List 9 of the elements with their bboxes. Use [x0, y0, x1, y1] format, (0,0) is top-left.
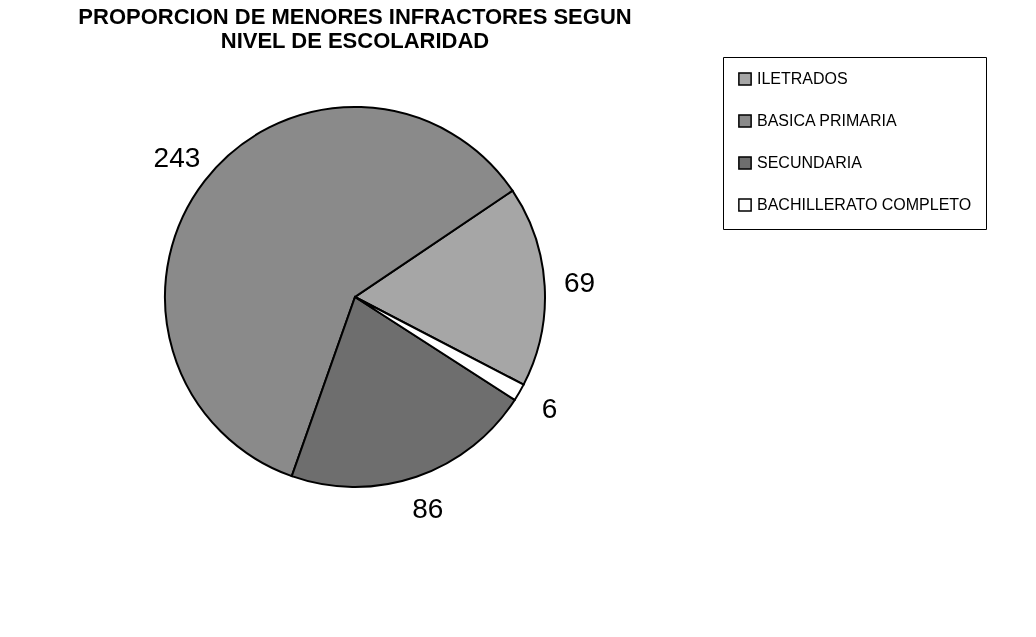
legend-label: BASICA PRIMARIA: [757, 112, 897, 129]
legend-label: ILETRADOS: [757, 70, 848, 87]
chart-title: PROPORCION DE MENORES INFRACTORES SEGUN NIVEL DE ESCOLARIDAD: [78, 3, 632, 53]
legend-label: BACHILLERATO COMPLETO: [757, 196, 972, 213]
data-label: 69: [564, 267, 596, 299]
data-label: 6: [541, 392, 558, 424]
data-label: 243: [153, 142, 201, 174]
data-label: 86: [412, 492, 444, 524]
legend-label: SECUNDARIA: [757, 154, 863, 171]
